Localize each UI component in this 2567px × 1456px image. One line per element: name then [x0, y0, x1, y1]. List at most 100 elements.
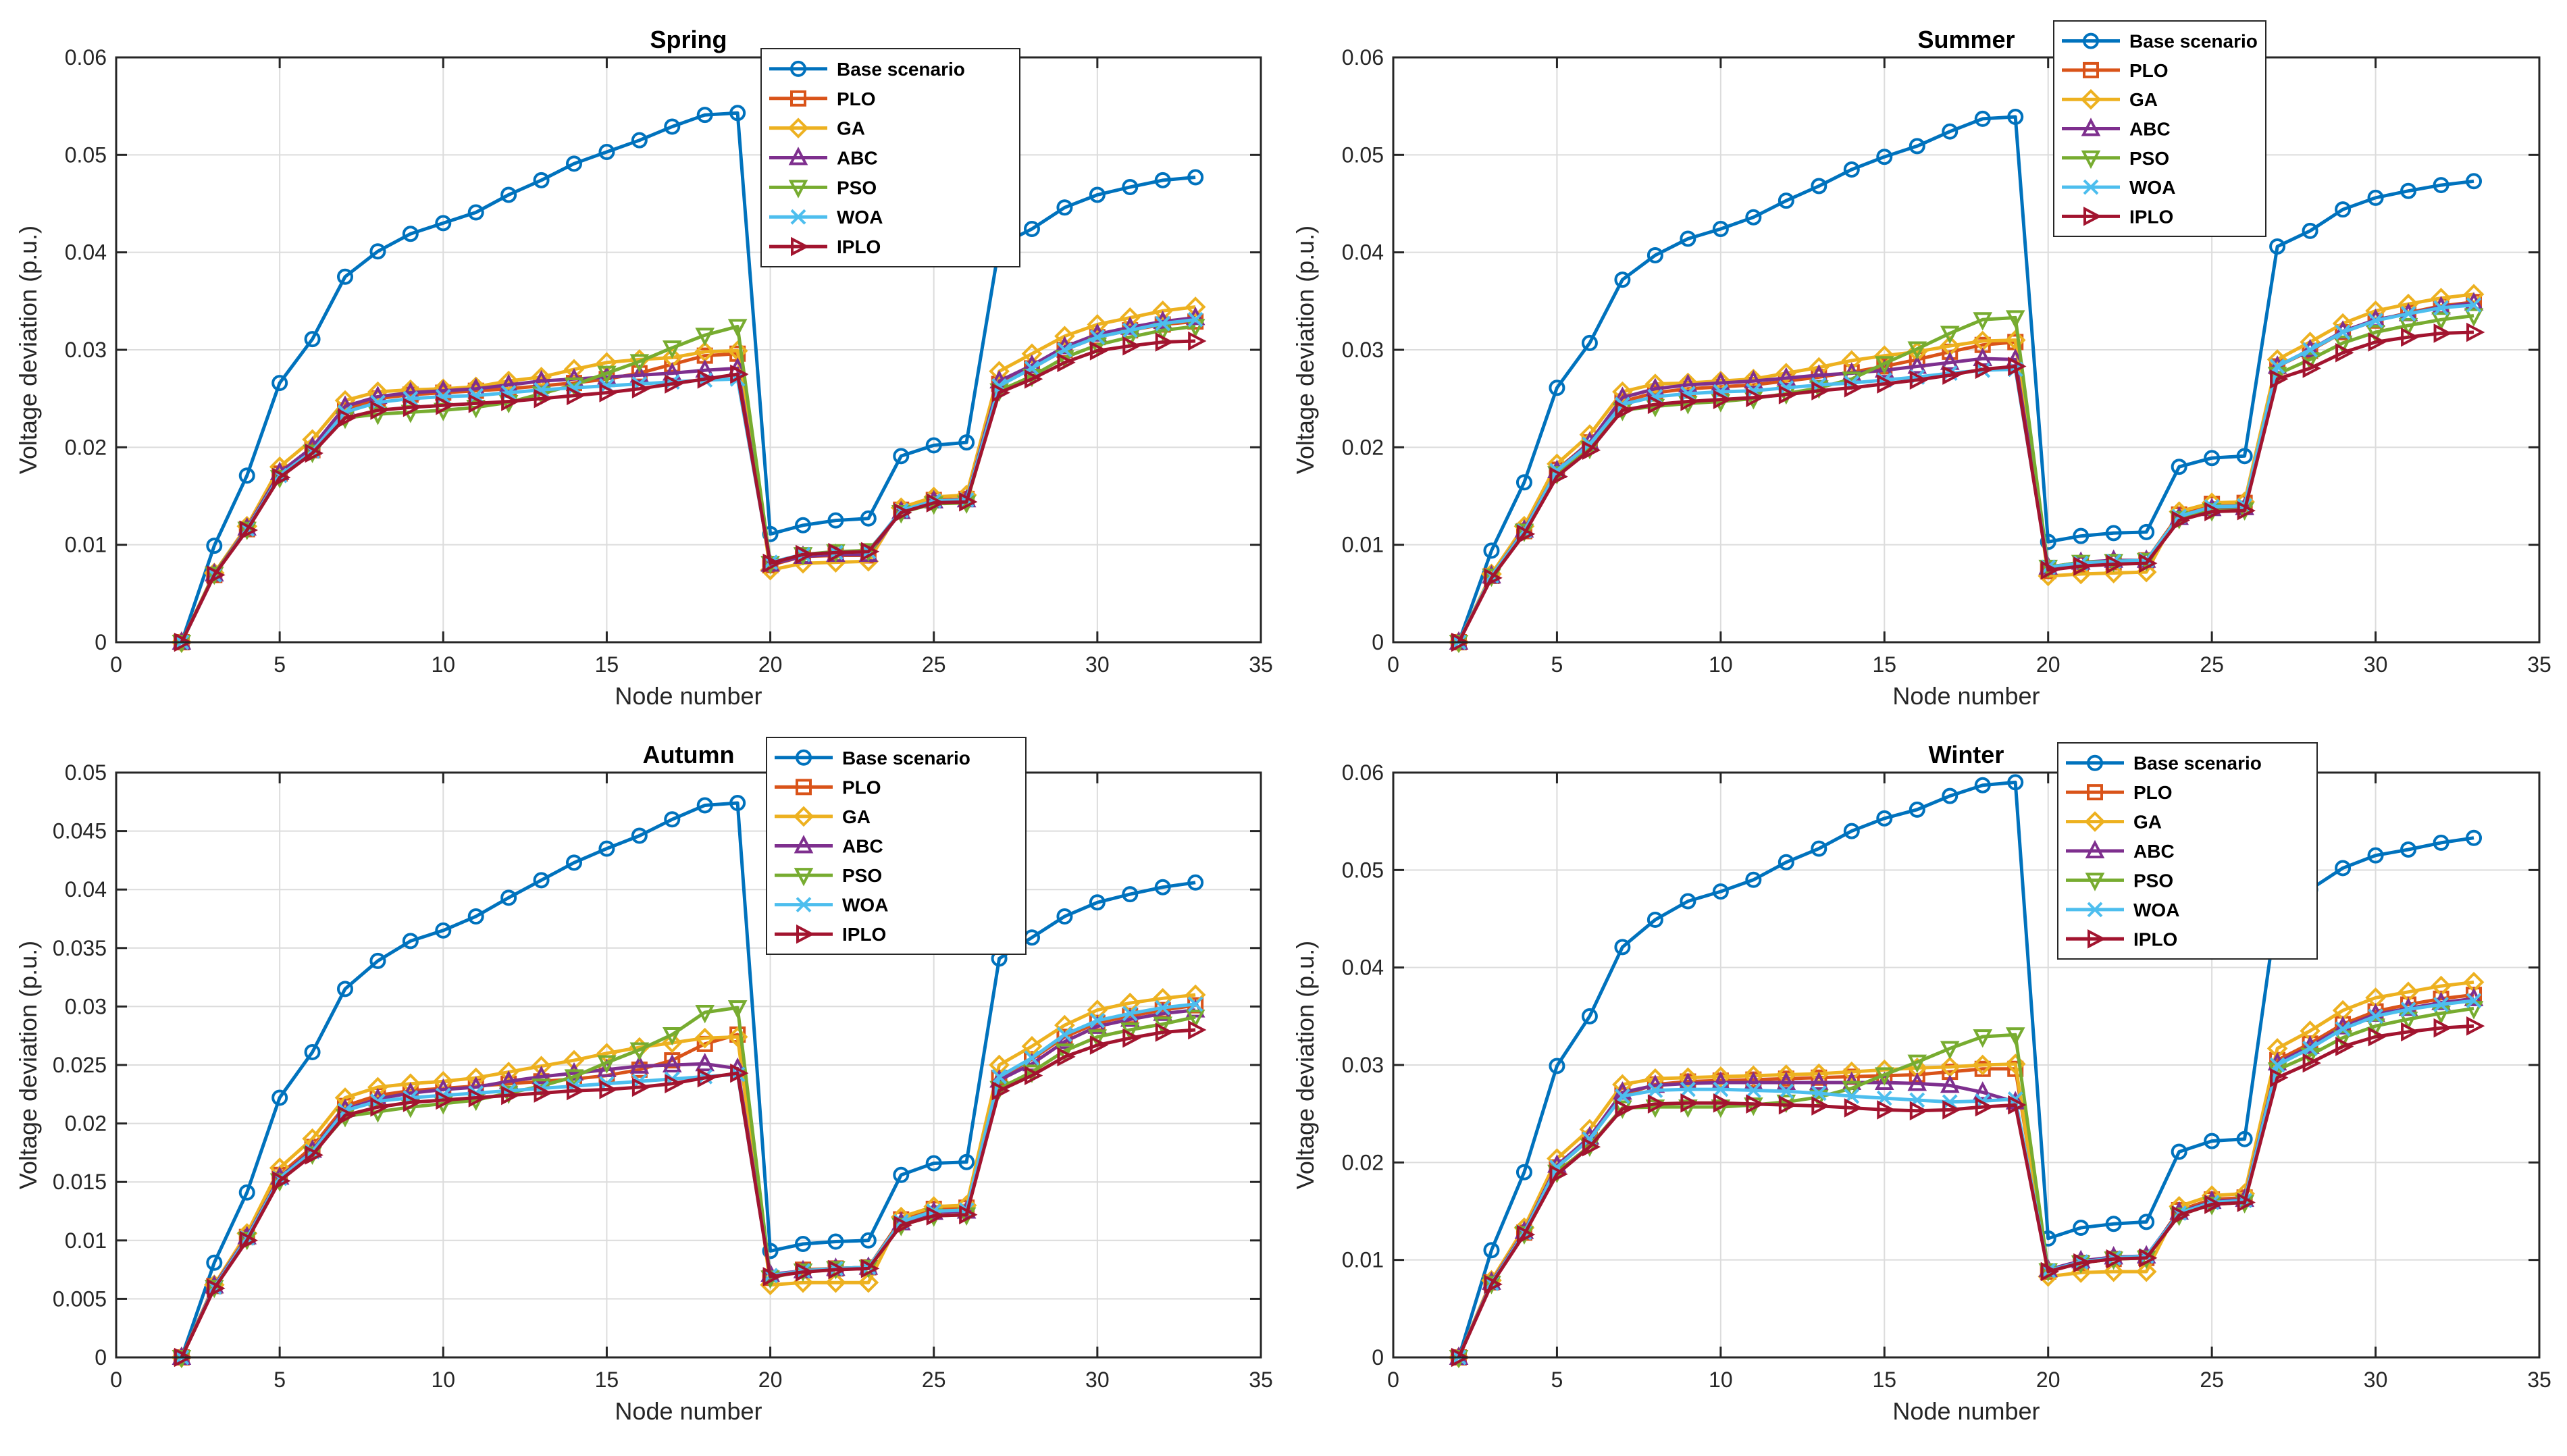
x-tick-label: 10 — [1709, 652, 1733, 677]
data-point — [1122, 178, 1139, 195]
data-point — [435, 388, 451, 405]
legend-item: WOA — [2066, 900, 2179, 920]
data-point — [762, 1243, 779, 1259]
data-point — [1614, 271, 1631, 288]
data-point — [729, 795, 746, 812]
legend-label: IPLO — [837, 236, 881, 257]
data-point — [534, 388, 552, 409]
data-point — [1187, 874, 1204, 891]
legend-item: ABC — [2066, 839, 2175, 862]
data-point — [662, 340, 682, 359]
y-axis-label: Voltage deviation (p.u.) — [14, 941, 42, 1189]
data-point — [991, 383, 1010, 402]
data-point — [1940, 1041, 1960, 1060]
data-point — [2139, 1248, 2158, 1268]
data-point — [566, 155, 582, 172]
data-point — [1841, 1061, 1863, 1083]
data-point — [1680, 392, 1699, 411]
legend-item: PLO — [775, 777, 881, 798]
legend-item: GA — [2066, 811, 2162, 833]
data-point — [2236, 1130, 2253, 1147]
legend-label: PSO — [837, 177, 877, 198]
data-point — [1089, 1035, 1109, 1055]
data-point — [662, 1054, 682, 1072]
data-point — [207, 565, 226, 585]
data-point — [1484, 1274, 1503, 1295]
data-point — [2005, 310, 2025, 329]
data-point — [665, 1074, 683, 1094]
legend-label: ABC — [2129, 119, 2171, 140]
x-tick-label: 0 — [1387, 1368, 1399, 1392]
data-point — [204, 1280, 224, 1299]
data-point — [1811, 840, 1827, 857]
data-point — [2400, 841, 2417, 858]
legend-marker — [788, 180, 808, 199]
data-point — [2004, 330, 2026, 350]
data-point — [1713, 1093, 1732, 1113]
x-tick-label: 10 — [431, 652, 455, 677]
data-point — [1680, 1093, 1699, 1113]
legend-item: PSO — [769, 177, 877, 199]
data-point — [2204, 1133, 2221, 1149]
data-point — [1581, 334, 1598, 351]
data-point — [1152, 300, 1174, 321]
data-point — [727, 1026, 748, 1047]
data-point — [1187, 311, 1203, 328]
data-point — [1678, 373, 1698, 392]
chart-panel-winter: 0 5 10 15 20 25 30 35 0 0.01 0.02 0.03 0.04 0.05 0.06 W… — [1291, 741, 2551, 1425]
legend-label: WOA — [842, 895, 888, 916]
data-point — [2171, 1205, 2190, 1225]
data-point — [436, 1090, 455, 1110]
data-point — [534, 382, 549, 398]
data-point — [500, 385, 517, 400]
data-point — [1809, 1071, 1829, 1090]
data-point — [665, 374, 683, 394]
data-point — [468, 394, 488, 413]
x-tick-label: 25 — [922, 1368, 946, 1392]
data-point — [2333, 335, 2353, 355]
chart-panel-spring: 0 5 10 15 20 25 30 35 0 0.01 0.02 0.03 0.04 0.05 0.06 S… — [14, 26, 1273, 710]
chart-panel-summer: 0 5 10 15 20 25 30 35 0 0.01 0.02 0.03 0.04 0.05 0.06 S… — [1291, 20, 2551, 710]
y-tick-label: 0.01 — [65, 533, 107, 557]
data-point — [338, 408, 357, 428]
data-point — [2302, 359, 2321, 378]
data-point — [828, 1259, 847, 1280]
data-point — [2040, 1262, 2060, 1282]
data-point — [860, 510, 877, 527]
x-tick-label: 30 — [1085, 652, 1110, 677]
x-tick-label: 20 — [2036, 1368, 2060, 1392]
data-point — [1811, 381, 1830, 400]
data-point — [729, 105, 746, 122]
data-point — [893, 502, 912, 523]
data-point — [2139, 553, 2158, 573]
data-point — [1056, 199, 1073, 216]
legend-label: WOA — [2129, 177, 2175, 198]
data-point — [1549, 1164, 1568, 1184]
legend-label: PLO — [842, 777, 881, 798]
data-point — [2368, 1008, 2383, 1024]
y-tick-label: 0.04 — [65, 240, 107, 265]
data-point — [501, 392, 520, 411]
data-point — [402, 933, 419, 950]
data-point — [1942, 1100, 1961, 1120]
data-point — [2073, 527, 2090, 544]
data-point — [1155, 1022, 1174, 1042]
data-point — [664, 811, 681, 828]
legend-item: IPLO — [775, 924, 886, 945]
data-point — [1054, 326, 1075, 347]
y-tick-label: 0.01 — [1342, 1248, 1384, 1272]
data-point — [1776, 1071, 1796, 1090]
legend-marker — [794, 868, 814, 887]
data-point — [1089, 894, 1106, 911]
data-point — [2466, 322, 2485, 342]
data-point — [567, 1081, 586, 1101]
data-point — [893, 1166, 910, 1183]
data-point — [2008, 357, 2027, 376]
data-point — [1778, 1095, 1798, 1115]
data-point — [925, 1155, 942, 1172]
data-point — [1582, 1137, 1601, 1157]
data-point — [1907, 341, 1927, 360]
data-point — [1877, 1100, 1896, 1120]
x-tick-label: 35 — [1249, 652, 1273, 677]
data-point — [2302, 342, 2318, 358]
